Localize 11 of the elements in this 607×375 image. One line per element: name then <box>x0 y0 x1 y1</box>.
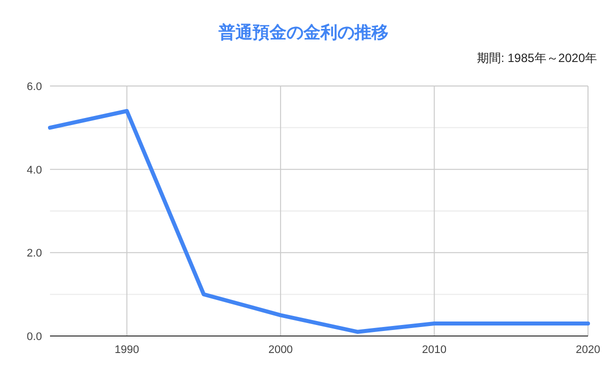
chart-title: 普通預金の金利の推移 <box>218 22 388 42</box>
x-tick-label: 2010 <box>422 344 447 356</box>
y-tick-label: 0.0 <box>26 331 42 343</box>
chart-subtitle: 期間: 1985年～2020年 <box>476 51 597 65</box>
line-series <box>48 109 590 334</box>
x-tick-label: 2000 <box>268 344 293 356</box>
y-tick-label: 6.0 <box>26 81 42 93</box>
y-tick-label: 2.0 <box>26 248 42 260</box>
x-tick-label: 1990 <box>114 344 140 356</box>
x-tick-label: 2020 <box>576 344 600 356</box>
y-tick-label: 4.0 <box>26 164 42 176</box>
